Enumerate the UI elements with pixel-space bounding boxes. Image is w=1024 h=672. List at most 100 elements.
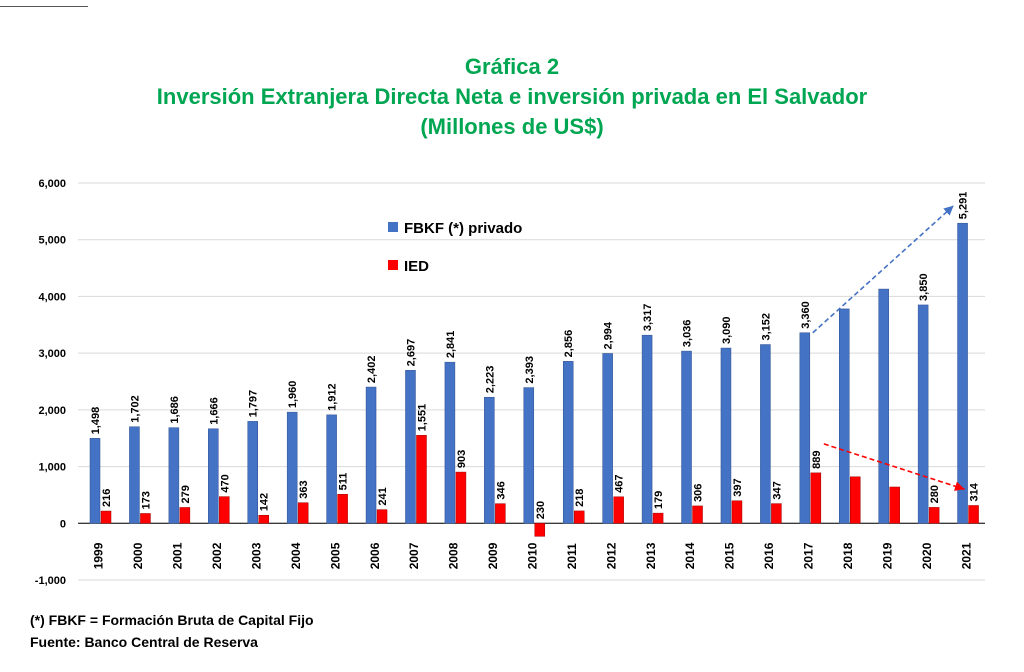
y-tick-label: 0: [60, 518, 66, 530]
data-label-ied: 314: [969, 482, 981, 501]
data-label-ied: 903: [456, 450, 468, 468]
data-label-fbkf: 5,291: [958, 192, 970, 220]
bar-ied: [376, 509, 388, 524]
data-label-ied: 889: [811, 451, 823, 469]
x-tick-label: 2007: [407, 542, 421, 569]
data-label-fbkf: 3,152: [760, 313, 772, 341]
x-tick-label: 2013: [644, 542, 658, 569]
bar-fbkf: [129, 426, 140, 524]
bar-fbkf: [89, 438, 101, 524]
bar-ied: [889, 486, 900, 524]
x-tick-label: 2010: [526, 542, 540, 569]
chart-units: (Millones de US$): [420, 114, 604, 139]
x-tick-label: 2019: [880, 542, 894, 569]
bar-ied: [534, 523, 546, 537]
data-label-ied: 470: [219, 474, 231, 492]
y-tick-label: 3,000: [38, 348, 66, 360]
x-tick-label: 2016: [762, 542, 776, 569]
bar-ied: [810, 472, 822, 524]
data-label-fbkf: 1,702: [129, 395, 141, 423]
bar-ied: [179, 507, 191, 524]
bar-fbkf: [168, 427, 180, 524]
y-tick-label: 4,000: [38, 291, 66, 303]
data-label-fbkf: 2,856: [563, 330, 575, 358]
bar-fbkf: [444, 361, 456, 524]
data-label-fbkf: 1,960: [287, 381, 299, 409]
data-label-ied: 241: [377, 487, 389, 505]
legend-swatch-fbkf: [388, 222, 398, 232]
bar-fbkf: [641, 334, 653, 524]
bar-fbkf: [720, 347, 732, 524]
data-label-fbkf: 1,666: [208, 397, 220, 425]
x-tick-label: 2000: [131, 542, 145, 569]
bar-ied: [692, 505, 703, 524]
x-tick-label: 2003: [249, 542, 263, 569]
x-tick-label: 2005: [328, 542, 342, 569]
x-tick-label: 2015: [723, 542, 737, 569]
x-tick-label: 2008: [447, 542, 461, 569]
data-label-ied: 467: [614, 474, 626, 492]
bar-ied: [573, 510, 585, 524]
bar-fbkf: [602, 353, 613, 524]
x-tick-label: 2004: [289, 542, 303, 569]
x-tick-label: 2020: [920, 542, 934, 569]
data-label-ied: 280: [929, 485, 941, 503]
data-label-fbkf: 3,850: [918, 273, 930, 301]
data-label-ied: 216: [101, 489, 113, 507]
data-label-fbkf: 3,360: [800, 301, 812, 329]
data-label-fbkf: 1,912: [327, 383, 339, 411]
bar-ied: [613, 496, 624, 524]
bar-fbkf: [878, 288, 889, 524]
bar-fbkf: [405, 370, 416, 524]
data-label-ied: 173: [140, 491, 152, 509]
x-tick-label: 2018: [841, 542, 855, 569]
data-label-fbkf: 1,686: [169, 396, 181, 424]
trend-arrow: [823, 443, 965, 491]
y-tick-label: 5,000: [38, 235, 66, 247]
data-label-ied: 218: [574, 489, 586, 507]
bar-ied: [100, 510, 112, 524]
x-tick-label: 2011: [565, 543, 579, 569]
y-tick-label: 2,000: [38, 405, 66, 417]
bar-fbkf: [562, 361, 574, 524]
legend-swatch-ied: [388, 260, 398, 270]
data-label-ied: 397: [732, 478, 744, 496]
y-tick-label: 1,000: [38, 462, 66, 474]
data-label-fbkf: 2,402: [366, 356, 378, 384]
legend-label-fbkf: FBKF (*) privado: [404, 220, 522, 237]
y-tick-label: -1,000: [35, 575, 66, 587]
bar-fbkf: [208, 428, 219, 524]
bar-ied: [455, 471, 467, 524]
data-label-ied: 1,551: [416, 404, 428, 432]
data-label-fbkf: 2,223: [484, 366, 496, 394]
data-label-fbkf: 2,994: [603, 321, 615, 349]
bar-ied: [416, 435, 427, 524]
bar-fbkf: [839, 308, 850, 524]
bar-fbkf: [247, 421, 258, 524]
x-tick-label: 2014: [683, 542, 697, 569]
legend-label-ied: IED: [404, 258, 429, 275]
bar-fbkf: [917, 304, 929, 524]
bar-ied: [297, 502, 309, 524]
data-label-fbkf: 2,697: [405, 339, 417, 367]
y-tick-label: 6,000: [38, 178, 66, 190]
x-tick-label: 2006: [368, 542, 382, 569]
bar-fbkf: [484, 396, 495, 524]
data-label-ied: 230: [535, 501, 547, 519]
bar-ied: [495, 503, 506, 524]
x-tick-label: 2009: [486, 542, 500, 569]
data-label-ied: 347: [771, 481, 783, 499]
bar-ied: [652, 512, 664, 524]
x-tick-label: 2017: [802, 542, 816, 569]
chart-title: Gráfica 2: [464, 54, 560, 79]
data-label-fbkf: 1,498: [90, 407, 102, 435]
bar-ied: [928, 507, 940, 524]
bar-ied: [258, 514, 269, 524]
bar-ied: [337, 494, 348, 524]
x-tick-label: 2002: [210, 542, 224, 569]
data-label-ied: 363: [298, 480, 310, 498]
data-label-ied: 511: [338, 473, 350, 491]
x-tick-label: 2012: [604, 542, 618, 569]
top-rule: [0, 6, 88, 7]
